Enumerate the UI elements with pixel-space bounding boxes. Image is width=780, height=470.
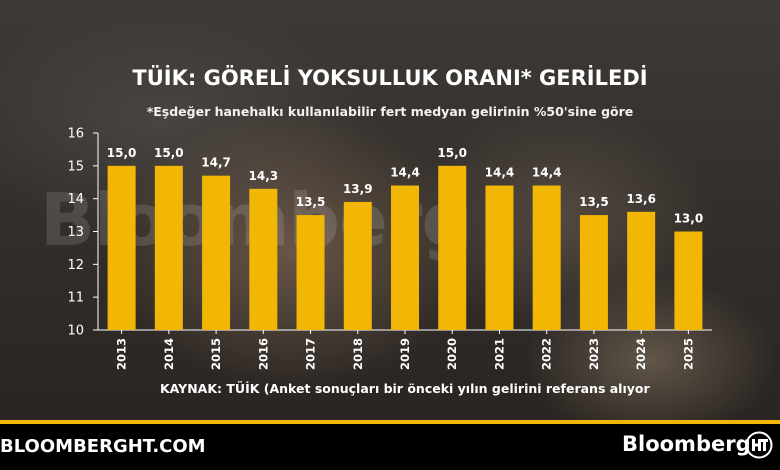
bar [532,185,561,330]
x-tick-label: 2024 [634,338,648,370]
bloomberg-ht-logo-icon [745,431,773,459]
bar-value-label: 13,9 [343,182,373,196]
bar-value-label: 14,4 [532,166,562,180]
bar-value-label: 14,3 [249,169,279,183]
chart-subtitle: *Eşdeğer hanehalkı kullanılabilir fert m… [146,104,634,119]
bar [296,215,325,330]
y-tick-label: 13 [67,225,84,240]
y-tick-label: 15 [67,159,84,174]
y-tick-label: 12 [67,258,84,273]
bar [202,175,231,330]
x-tick-label: 2020 [445,338,459,370]
bar-value-label: 14,4 [485,166,515,180]
bar-value-label: 15,0 [437,146,467,160]
x-tick-label: 2017 [304,338,318,370]
x-tick-label: 2022 [540,338,554,370]
footer-accent-line [0,420,780,424]
bar-value-label: 14,4 [390,166,420,180]
bar [107,165,136,330]
site-url[interactable]: BLOOMBERGHT.COM [0,436,206,457]
bar [627,211,656,330]
bar-value-label: 13,5 [579,195,609,209]
chart-title: TÜİK: GÖRELİ YOKSULLUK ORANI* GERİLEDİ [132,66,648,90]
bar-value-label: 13,6 [626,192,656,206]
bar [438,165,467,330]
bar [249,188,278,330]
bar-value-label: 13,5 [296,195,326,209]
bar [343,201,372,330]
bar [154,165,183,330]
bar-value-label: 15,0 [154,146,184,160]
bar [674,231,703,330]
y-tick-label: 16 [67,127,84,142]
y-tick-label: 10 [67,324,84,339]
x-tick-label: 2013 [115,338,129,370]
bar [391,185,419,330]
footer-bar [0,420,780,470]
brand-logo-text: Bloomberg [622,432,751,456]
x-tick-label: 2014 [162,338,176,370]
x-tick-label: 2025 [681,338,695,370]
y-tick-label: 11 [67,291,84,306]
x-tick-label: 2021 [492,338,506,370]
source-note: KAYNAK: TÜİK (Anket sonuçları bir önceki… [160,381,650,396]
bar-value-label: 13,0 [674,212,704,226]
x-tick-label: 2019 [398,338,412,370]
x-tick-label: 2023 [587,338,601,370]
x-tick-label: 2016 [256,338,270,370]
bar-value-label: 15,0 [107,146,137,160]
bar [579,215,608,330]
x-tick-label: 2015 [209,338,223,370]
x-tick-label: 2018 [351,338,365,370]
bar-value-label: 14,7 [201,156,231,170]
y-tick-label: 14 [67,192,84,207]
bar [485,185,514,330]
bar-chart: 10 11 12 13 14 15 16 15,0 2013 15,0 2014 14,7 2015 14… [67,127,712,370]
